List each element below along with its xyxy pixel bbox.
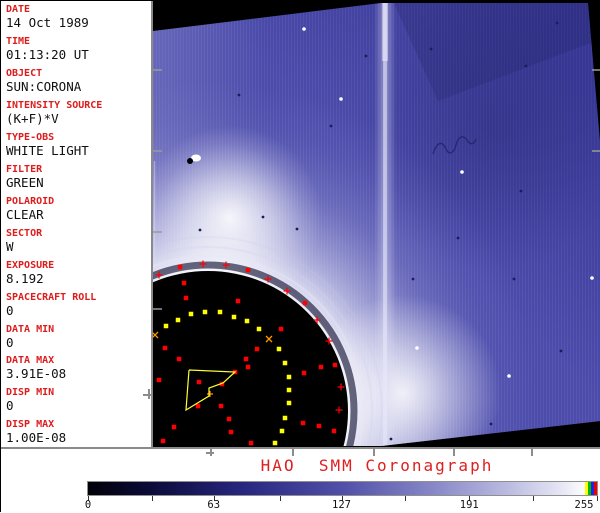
colorbar-axis: 0 63 127 191 255 [84,496,598,513]
field-label: INTENSITY SOURCE [6,99,103,111]
colorbar-tick [597,496,598,501]
roi-polygon [185,369,237,412]
field-label: DISP MIN [6,387,55,399]
metadata-field-disp-min: DISP MIN 0 [6,387,54,412]
colorbar-tick-label: 255 [574,499,594,511]
field-value: CLEAR [6,206,44,222]
fiducial-mark [453,449,455,456]
metadata-field-date: DATE 14 Oct 1989 [6,4,89,29]
bright-defect [191,154,201,162]
metadata-field-intensity-source: INTENSITY SOURCE (K+F)*V [6,100,102,125]
coronagraph-image-panel [58,1,600,513]
colorbar-tick-label: 191 [459,499,479,511]
panel-divider-vertical [151,1,153,448]
dark-defect [187,158,193,164]
intensity-colorbar [87,481,598,496]
field-label: DISP MAX [6,419,55,431]
field-value: 0 [6,398,14,414]
calibration-markers [151,260,345,446]
field-label: DATE [6,4,31,15]
fiducial-mark [148,389,150,399]
metadata-field-data-min: DATA MIN 0 [6,324,54,349]
metadata-field-type-obs: TYPE-OBS WHITE LIGHT [6,132,89,157]
field-value: 8.192 [6,270,44,286]
panel-divider-horizontal [1,447,600,449]
field-label: EXPOSURE [6,259,55,271]
fiducial-mark [373,449,375,456]
metadata-field-object: OBJECT SUN:CORONA [6,68,81,93]
field-label: TYPE-OBS [6,131,55,143]
field-value: (K+F)*V [6,110,59,126]
image-title: HAO SMM Coronagraph [260,456,494,475]
field-label: OBJECT [6,67,43,79]
metadata-field-filter: FILTER GREEN [6,164,44,189]
colorbar-tick [151,496,153,501]
field-label: FILTER [6,163,43,175]
fiber-defect [432,136,477,155]
field-value: 1.00E-08 [6,430,67,446]
colorbar-tick [279,496,281,501]
field-value: WHITE LIGHT [6,142,89,158]
fiducial-mark [531,449,533,456]
field-value: 0 [6,302,14,318]
fiducial-mark [210,448,212,456]
metadata-field-disp-max: DISP MAX 1.00E-08 [6,419,66,444]
field-value: 01:13:20 UT [6,46,89,62]
field-value: 3.91E-08 [6,366,67,382]
colorbar-tick [405,496,407,501]
metadata-field-exposure: EXPOSURE 8.192 [6,260,54,285]
field-label: DATA MAX [6,355,55,367]
field-value: 14 Oct 1989 [6,15,89,30]
field-value: GREEN [6,174,44,190]
dark-specks [198,21,563,441]
colorbar-tick-label: 127 [332,499,351,511]
colorbar-tick-label: 0 [84,499,92,511]
colorbar-tick [341,496,343,501]
metadata-field-data-max: DATA MAX 3.91E-08 [6,355,66,380]
field-value: 0 [6,334,14,350]
coronagraph-image [58,1,600,513]
field-label: TIME [6,35,31,47]
fiducial-mark [292,449,294,456]
field-label: SPACECRAFT ROLL [6,291,97,303]
colorbar-tick [213,496,215,501]
field-label: SECTOR [6,227,43,239]
metadata-field-polaroid: POLAROID CLEAR [6,196,54,221]
metadata-field-spacecraft-roll: SPACECRAFT ROLL 0 [6,292,96,317]
exposure-frame [153,3,600,446]
field-label: POLAROID [6,195,55,207]
field-label: DATA MIN [6,323,55,335]
metadata-field-sector: SECTOR W [6,228,42,253]
metadata-sidebar: DATE 14 Oct 1989 TIME 01:13:20 UT OBJECT SUN:… [2,1,151,447]
colorbar-tick-label: 63 [207,499,221,511]
colorbar-tick [88,496,89,501]
colorbar-tick [469,496,471,501]
field-value: SUN:CORONA [6,78,82,94]
star-specks [302,27,594,378]
field-value: W [6,238,14,254]
metadata-field-time: TIME 01:13:20 UT [6,36,89,61]
colorbar-tick [533,496,535,501]
